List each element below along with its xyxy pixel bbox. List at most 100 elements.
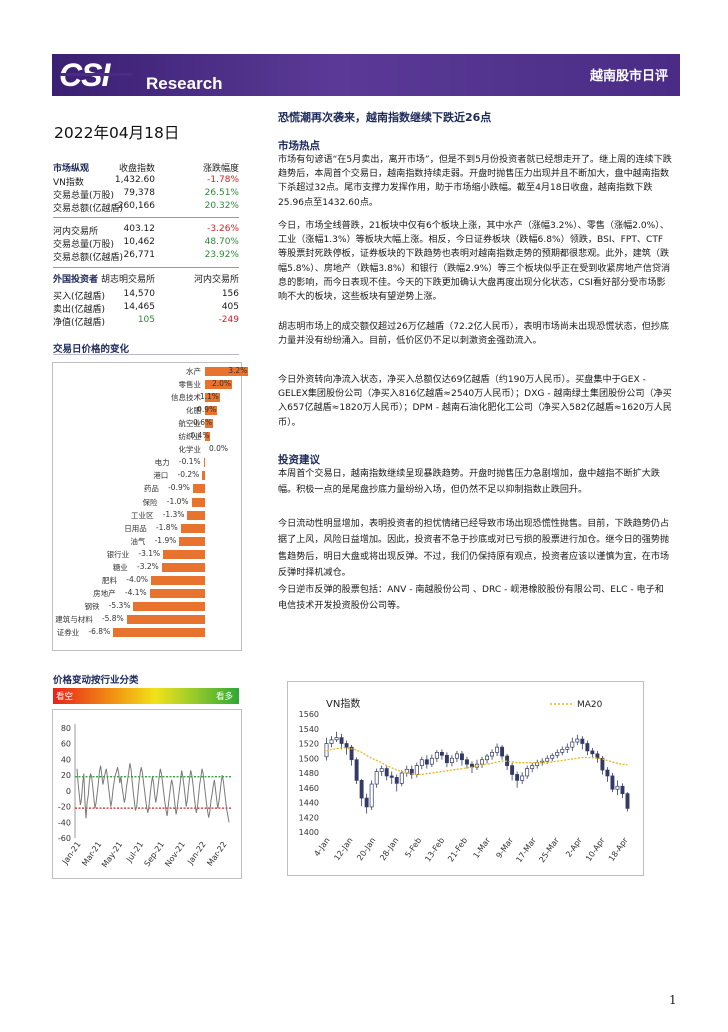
row-label: 交易总额(亿越盾) [53, 253, 124, 263]
y-tick-label: 1500 [299, 754, 319, 763]
row-label: 卖出(亿越盾) [53, 305, 106, 315]
sector-bar [179, 536, 205, 546]
candle-body [485, 755, 489, 761]
hot-section-title: 市场热点 [278, 140, 320, 152]
x-tick-label: 1-Mar [471, 835, 492, 860]
row-value: 10,462 [123, 237, 156, 247]
sector-value-label: -0.2% [177, 470, 200, 480]
report-header-banner [52, 54, 680, 96]
candle-body [595, 753, 600, 759]
row-value: 403.12 [123, 224, 156, 234]
candle-body [449, 757, 454, 764]
candle-body [424, 759, 429, 765]
x-tick-label: 13-Feb [423, 836, 446, 863]
y-tick-label: 1540 [299, 725, 319, 734]
sector-label: 零售业 [178, 380, 202, 390]
advice-section-title: 投资建议 [278, 454, 320, 466]
y-tick-label: 1480 [299, 769, 319, 778]
sector-value-label: -4.1% [124, 587, 147, 597]
sector-value-label: -0.9% [168, 483, 190, 493]
sector-label: 信息技术 [171, 393, 201, 403]
legend-ma20-label: MA20 [577, 700, 603, 710]
page-number: 1 [669, 993, 677, 1007]
sector-label: 肥料 [102, 575, 117, 585]
sector-value-label: -4.0% [126, 574, 148, 584]
table-row: 交易总额(亿越盾) 260,166 20.32% [53, 201, 239, 214]
y-tick-label: 20 [61, 771, 71, 780]
candle-body [620, 785, 625, 795]
sector-bar [161, 562, 205, 572]
foreign-header-row: 外国投资者 胡志明交易所 河内交易所 [53, 272, 239, 285]
candle-body [334, 737, 339, 741]
csi-logo: CSI [59, 59, 132, 91]
y-tick-label: -60 [58, 834, 71, 843]
sector-label: 水产 [186, 367, 201, 376]
candle-body [379, 768, 384, 772]
table-row: 买入(亿越盾) 14,570 156 [53, 289, 239, 302]
candle-body [394, 777, 399, 784]
candle-body [520, 775, 525, 781]
row-hose-value: 14,570 [123, 289, 156, 299]
overview-title: 市场纵观 [53, 164, 90, 174]
sector-label: 日用品 [124, 523, 147, 533]
sector-bar [202, 471, 205, 481]
market-overview-table: 市场纵观 收盘指数 涨跌幅度 VN指数 1,432.60 -1.78% 交易总量(万股… [53, 161, 239, 341]
sector-value-label: -0.1% [178, 457, 201, 467]
candle-body [344, 743, 349, 748]
sector-value-label: -1.0% [166, 496, 189, 506]
advice-paragraph-1: 本周首个交易日，越南指数继续呈现暴跌趋势。开盘时抛售压力急剧增加，盘中越指不断扩… [278, 469, 660, 496]
sector-value-label: 0.6% [193, 418, 213, 428]
candle-body [389, 775, 394, 778]
candle-body [374, 771, 379, 785]
x-tick-label: Mar-22 [205, 840, 228, 868]
sector-label: 工业区 [130, 510, 154, 520]
hot-paragraph-2: 今日，市场全线普跌，21板块中仅有6个板块上涨，其中水产（涨幅3.2%）、零售（… [278, 221, 671, 303]
vn-index-chart-box: VN指数 MA20 1560 1540 1520 1500 1480 1460 1440 1420… [287, 681, 644, 876]
sector-bar [191, 497, 205, 507]
candle-body [575, 738, 580, 743]
candle-body [429, 757, 434, 765]
chart-title: VN指数 [326, 697, 360, 710]
candle-body [540, 760, 545, 764]
candle-body [329, 739, 334, 744]
table-row: 交易总量(万股) 10,462 48.70% [53, 237, 239, 250]
y-tick-label: 80 [61, 724, 71, 733]
row-label: 交易总额(亿越盾) [53, 204, 124, 214]
row-value: 260,166 [117, 201, 155, 211]
y-tick-label: 40 [61, 755, 71, 764]
sector-value-label: -1.9% [154, 535, 177, 545]
candle-body [610, 775, 615, 790]
sector-value-label: -5.3% [108, 600, 131, 610]
x-tick-label: 4-Jan [312, 836, 331, 858]
y-tick-label: -20 [58, 803, 71, 812]
row-label: VN指数 [53, 178, 84, 188]
sentiment-chart-title: 价格变动按行业分类 [53, 675, 139, 686]
candle-body [565, 746, 570, 750]
candle-body [550, 754, 555, 759]
row-value: 79,378 [123, 188, 156, 198]
sector-label: 电力 [154, 458, 170, 468]
overview-header-row: 市场纵观 收盘指数 涨跌幅度 [53, 161, 239, 174]
sentiment-gradient-bar: 看空 看多 [53, 688, 239, 704]
hot-paragraph-1: 市场有句谚语“在5月卖出，离开市场”，但是不到5月份投资者就已经想走开了。继上周… [278, 155, 672, 208]
sector-bar [163, 549, 205, 559]
candle-body [555, 751, 560, 756]
candle-body [605, 769, 610, 777]
sector-value-label: 3.2% [228, 366, 248, 375]
candle-body [530, 765, 535, 769]
sector-bar [113, 628, 205, 637]
sector-value-label: -6.8% [88, 627, 111, 636]
sector-bar [205, 406, 218, 416]
x-tick-label: 17-Mar [514, 835, 538, 864]
x-tick-label: 9-Mar [494, 835, 515, 860]
x-tick-label: Jul-21 [124, 840, 145, 865]
hot-paragraph-3: 胡志明市场上的成交额仅超过26万亿越盾（72.2亿人民币），表明市场尚未出现恐慌… [278, 322, 670, 347]
candle-body [444, 754, 449, 764]
sector-value-label: -3.2% [137, 561, 159, 571]
candle-body [510, 765, 515, 775]
sector-label: 糖业 [112, 562, 128, 572]
overview-col-close: 收盘指数 [118, 164, 155, 174]
sector-bar [205, 393, 220, 403]
candle-body [490, 751, 495, 757]
row-label: 河内交易所 [53, 227, 99, 237]
